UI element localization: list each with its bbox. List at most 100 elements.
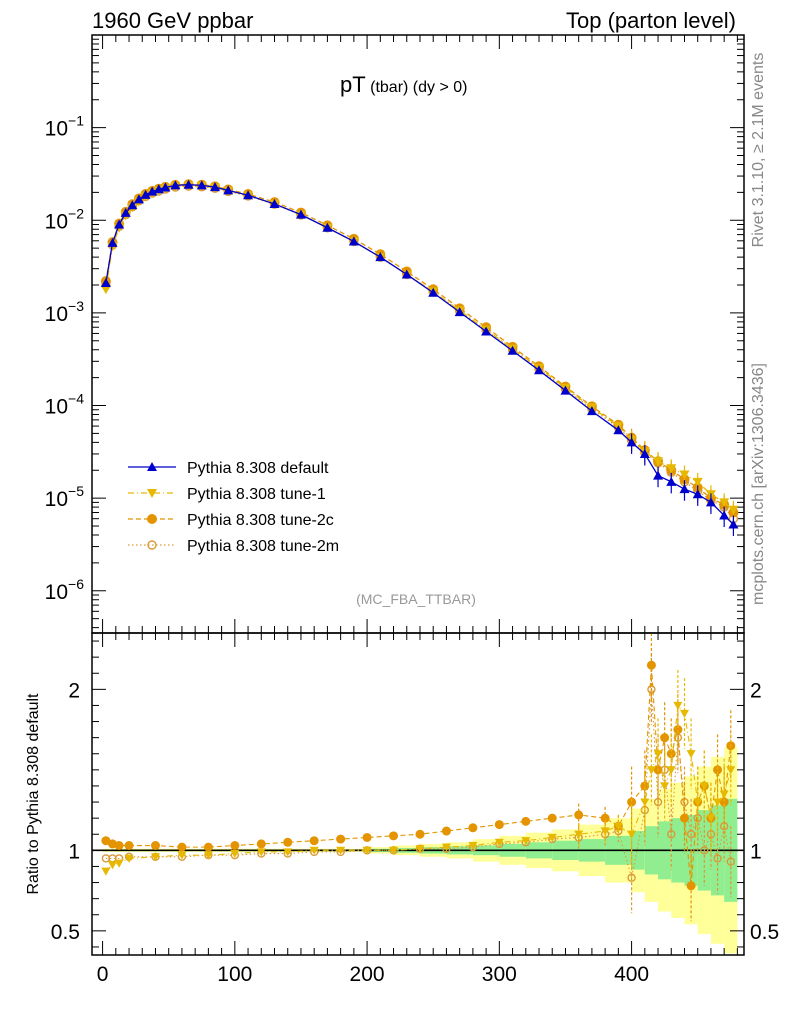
x-tick-label: 400 [614, 963, 649, 986]
legend-item-default: Pythia 8.308 default [128, 460, 329, 477]
data-point [706, 814, 716, 823]
data-point [140, 189, 151, 199]
data-point [375, 252, 386, 262]
data-point [362, 846, 372, 855]
data-point [692, 477, 703, 487]
ratio-ylabel: Ratio to Pythia 8.308 default [25, 693, 42, 895]
data-point [454, 307, 465, 317]
data-point [507, 345, 518, 355]
data-point [728, 505, 739, 515]
data-point [209, 182, 220, 192]
y-tick-label: 1 [68, 840, 80, 863]
data-point [666, 476, 677, 486]
data-point [147, 186, 158, 196]
legend-label: Pythia 8.308 tune-2c [187, 512, 334, 529]
legend: Pythia 8.308 default Pythia 8.308 tune-1 P… [128, 460, 339, 555]
data-point [415, 845, 425, 854]
data-point [653, 470, 664, 480]
data-point [653, 797, 663, 807]
data-point [521, 816, 531, 826]
data-point [560, 385, 571, 395]
data-point [679, 484, 690, 494]
y-tick-base: 10 [45, 210, 68, 233]
data-point [679, 813, 689, 823]
data-point [660, 782, 670, 791]
header-left: 1960 GeV ppbar [92, 8, 253, 33]
data-point [295, 209, 306, 219]
y-tick-label: 10−3 [45, 298, 85, 326]
data-point [627, 873, 636, 882]
legend-item-tune2m: Pythia 8.308 tune-2m [128, 538, 339, 555]
data-point [256, 839, 266, 849]
data-point [170, 180, 181, 190]
header-right: Top (parton level) [566, 8, 736, 33]
data-point [203, 851, 213, 860]
data-point [679, 470, 690, 480]
x-tick-label: 100 [217, 963, 252, 986]
data-point [640, 781, 650, 791]
ratio-series-tune2c [101, 633, 736, 922]
y-tick-label: 0.5 [51, 921, 80, 944]
data-point [626, 437, 637, 447]
ratio-panel: 0.5 0.5 1 1 2 2 0 100 200 300 400 Ratio to Pythia … [25, 632, 779, 986]
y-tick-exponent: −4 [68, 391, 84, 407]
data-point [114, 219, 125, 229]
data-point [100, 285, 111, 295]
y-tick-base: 10 [45, 303, 68, 326]
data-point [600, 813, 610, 823]
data-point [243, 190, 254, 200]
data-point [160, 182, 171, 192]
data-point [547, 833, 557, 842]
data-point [679, 709, 689, 718]
legend-label: Pythia 8.308 tune-2m [187, 538, 339, 555]
y-tick-exponent: −1 [68, 113, 84, 129]
y-tick-label: 10−4 [45, 391, 85, 419]
data-point [415, 829, 425, 839]
y-tick-exponent: −6 [68, 576, 84, 592]
data-point [613, 822, 623, 831]
data-point [256, 848, 266, 857]
data-point [114, 859, 124, 868]
data-point [183, 179, 194, 189]
data-point [713, 765, 723, 775]
data-point [719, 797, 729, 807]
main-panel: 10−610−510−410−310−210−1 pT (tbar) (dy >… [45, 34, 745, 634]
legend-label: Pythia 8.308 tune-1 [187, 486, 326, 503]
data-point [203, 842, 213, 852]
data-point [639, 448, 650, 458]
data-point [666, 464, 677, 474]
data-point [336, 846, 346, 855]
data-point [646, 660, 656, 670]
data-point [124, 841, 134, 851]
data-point [309, 846, 319, 855]
data-point [147, 462, 157, 471]
y-tick-label-right: 0.5 [750, 921, 779, 944]
data-point [120, 207, 131, 217]
data-point [150, 853, 160, 862]
data-point [127, 200, 138, 210]
data-point [147, 514, 157, 524]
data-point [223, 185, 234, 195]
data-point [283, 848, 293, 857]
legend-item-tune2c: Pythia 8.308 tune-2c [128, 512, 334, 529]
data-point [692, 489, 703, 499]
rivet-label: Rivet 3.1.10, ≥ 2.1M events [750, 53, 767, 248]
ratio-series [101, 633, 736, 922]
data-point [646, 766, 656, 775]
data-point [269, 198, 280, 208]
data-point [713, 854, 722, 863]
data-point [401, 269, 412, 279]
data-point [666, 766, 676, 775]
data-point [640, 798, 650, 807]
data-point [428, 287, 439, 297]
data-point [494, 820, 504, 830]
analysis-label: (MC_FBA_TTBAR) [356, 591, 476, 607]
data-point [133, 194, 144, 204]
data-point [230, 849, 240, 859]
data-point [719, 790, 729, 799]
y-tick-base: 10 [45, 488, 68, 511]
main-series [100, 179, 739, 537]
plot-title-main: pT [340, 72, 366, 97]
data-point [230, 841, 240, 851]
